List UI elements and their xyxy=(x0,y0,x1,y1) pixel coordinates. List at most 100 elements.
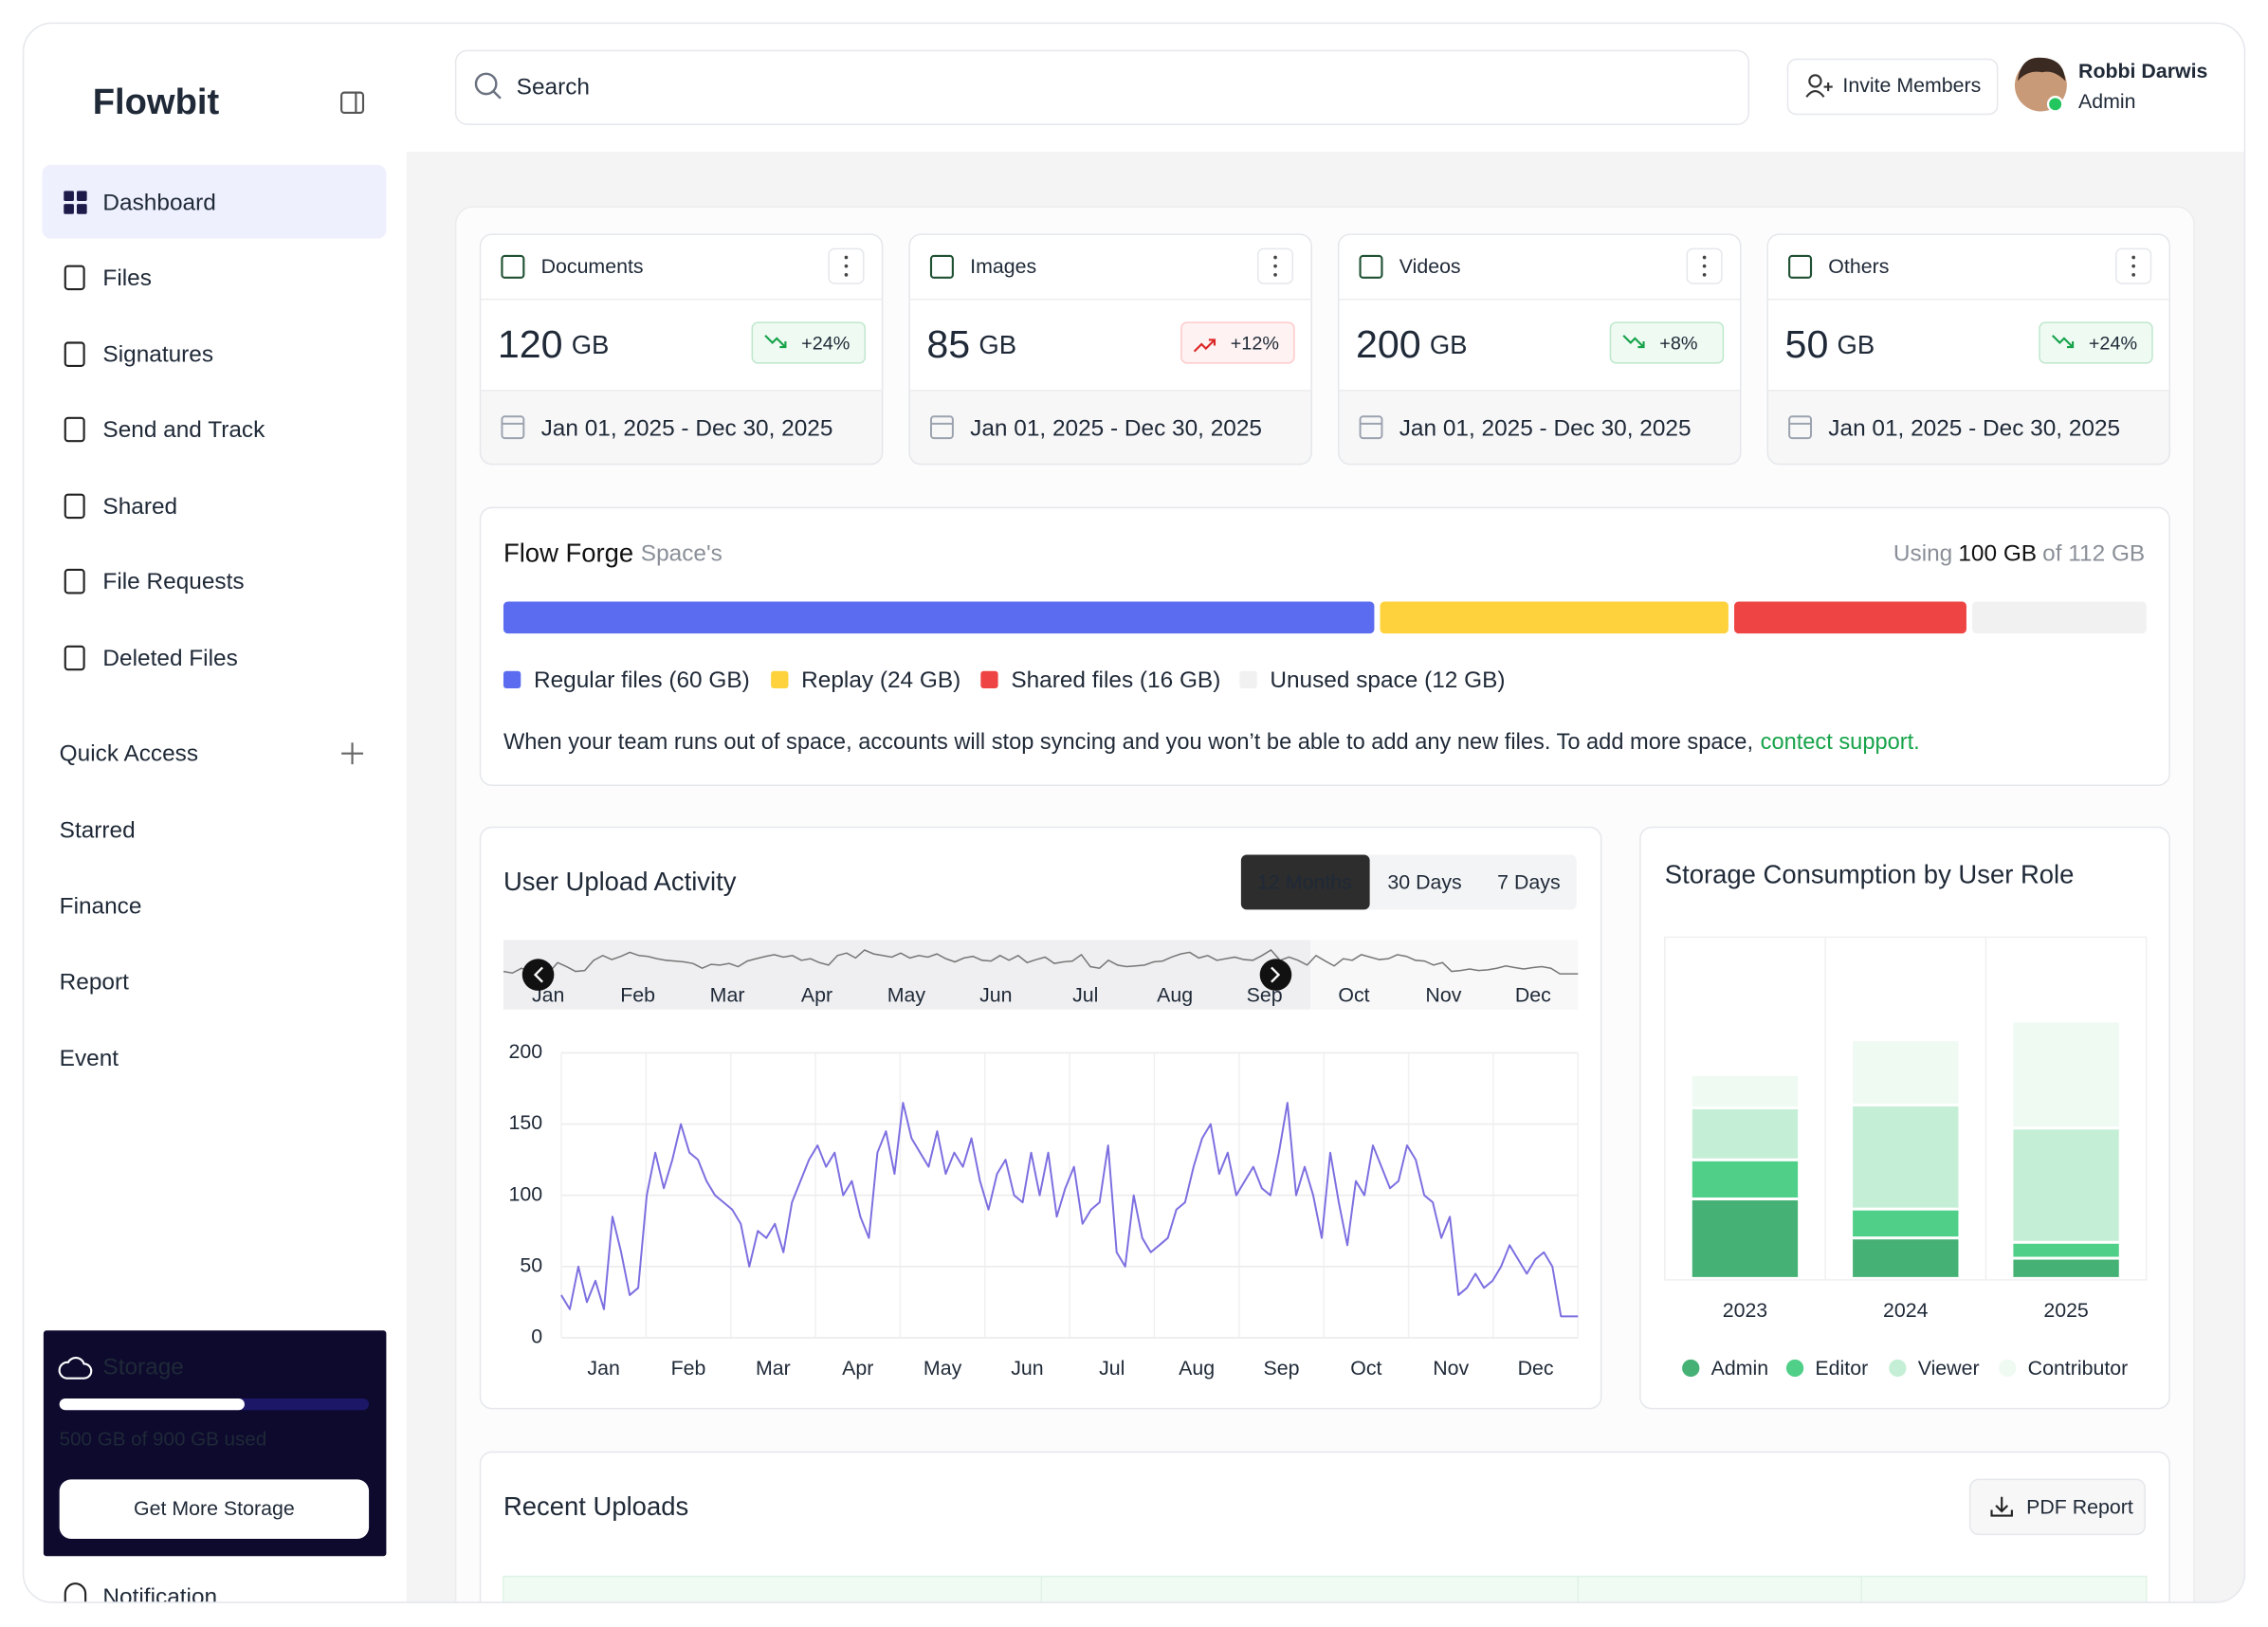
tab[interactable]: 30 Days xyxy=(1387,871,1461,894)
nav-item[interactable]: File Requests xyxy=(64,568,245,594)
x-tick-label: Jul xyxy=(1099,1357,1125,1380)
space-panel: Flow Forge Space's Using 100 GB of 112 GB Reg… xyxy=(479,506,2170,787)
legend-swatch xyxy=(1785,1359,1804,1378)
invite-button[interactable]: Invite Members xyxy=(1786,58,1999,116)
space-segment xyxy=(1972,601,2147,634)
nav-item[interactable]: Shared xyxy=(64,493,177,520)
user-role: Admin xyxy=(2078,90,2136,113)
bar-segment xyxy=(1853,1106,1959,1208)
search-placeholder: Search xyxy=(517,74,590,100)
space-subtitle: Space's xyxy=(641,541,722,567)
overview-month: Dec xyxy=(1515,984,1551,1007)
quick-access-add[interactable] xyxy=(341,742,363,765)
search-box[interactable]: Search xyxy=(454,49,1750,125)
invite-icon xyxy=(1805,82,1833,98)
badge xyxy=(2039,321,2153,364)
nav-item[interactable]: Signatures xyxy=(64,341,213,368)
card-menu-dot xyxy=(1702,264,1707,268)
x-tick-label: Nov xyxy=(1433,1357,1469,1380)
handle-chevron xyxy=(1271,966,1281,983)
calendar-icon xyxy=(1359,415,1383,440)
card-menu[interactable] xyxy=(2115,247,2152,284)
nav-item[interactable]: Files xyxy=(64,265,152,291)
handle-knob xyxy=(521,959,555,991)
badge-arrow xyxy=(1622,335,1645,349)
calendar-icon xyxy=(930,415,954,440)
card-date: Jan 01, 2025 - Dec 30, 2025 xyxy=(1828,415,2120,441)
badge-label: +24% xyxy=(801,333,850,354)
usage-suffix: of 112 GB xyxy=(2042,541,2145,567)
nav-label: Signatures xyxy=(102,342,213,368)
usage-value: 100 GB xyxy=(1958,541,2037,567)
calendar-icon xyxy=(501,415,525,440)
legend-label: Replay (24 GB) xyxy=(801,667,960,693)
nav-icon xyxy=(76,204,87,214)
legend-swatch xyxy=(1239,670,1257,689)
card-icon xyxy=(929,254,954,279)
y-tick-label: 50 xyxy=(520,1253,542,1276)
overview-handle[interactable] xyxy=(1259,959,1292,991)
bar-segment xyxy=(2013,1022,2119,1127)
card-menu[interactable] xyxy=(1686,247,1723,284)
nav-icon xyxy=(64,204,74,214)
legend-label: Unused space (12 GB) xyxy=(1270,667,1505,693)
space-name: Flow Forge xyxy=(503,539,633,568)
quick-access-item[interactable]: Finance xyxy=(60,894,142,920)
y-tick-label: 0 xyxy=(531,1325,542,1348)
bar-segment xyxy=(1692,1200,1799,1277)
tab-active-bg xyxy=(1240,854,1370,910)
quick-access-item[interactable]: Event xyxy=(60,1046,119,1071)
x-tick-label: Dec xyxy=(1518,1357,1554,1380)
card-title: Videos xyxy=(1399,255,1461,278)
quick-access-item[interactable]: Starred xyxy=(60,818,136,844)
stat-card: Documents 120 GB +24% Jan 01, 2025 - Dec 30,… xyxy=(479,233,884,466)
badge-label: +12% xyxy=(1231,333,1279,354)
quick-access-item[interactable]: Report xyxy=(60,970,129,996)
card-title: Images xyxy=(970,255,1036,278)
badge xyxy=(751,321,867,364)
bar-segment xyxy=(1853,1210,1959,1237)
app: Search Invite Members Robbi Darwis Admin Flo… xyxy=(23,23,2245,1610)
note-link[interactable]: contect support. xyxy=(1761,730,1920,755)
card-value-number: 50 xyxy=(1785,322,1829,366)
overview-month: Jul xyxy=(1072,984,1098,1007)
calendar-icon xyxy=(1788,415,1812,440)
header: Search Invite Members Robbi Darwis Admin xyxy=(454,49,2207,125)
card-title: Others xyxy=(1828,255,1889,278)
storage-button[interactable]: Get More Storage xyxy=(59,1479,370,1539)
legend-label: Editor xyxy=(1815,1357,1868,1380)
nav-item[interactable]: Send and Track xyxy=(64,416,265,443)
card-value-number: 120 xyxy=(498,322,563,366)
overview-month: May xyxy=(887,984,926,1007)
overview-handle[interactable] xyxy=(521,959,555,991)
card-menu[interactable] xyxy=(1256,247,1294,284)
notification-label[interactable]: Notification xyxy=(102,1584,217,1610)
card-menu-dot xyxy=(2131,272,2135,277)
nav-item[interactable]: Dashboard xyxy=(42,164,387,239)
card-border xyxy=(1337,233,1742,466)
legend-label: Regular files (60 GB) xyxy=(534,667,750,693)
card-icon xyxy=(1788,254,1813,279)
legend-swatch xyxy=(1682,1359,1700,1378)
pdf-button[interactable]: PDF Report xyxy=(1968,1478,2146,1536)
bar-segment xyxy=(2013,1129,2119,1241)
badge-arrow xyxy=(764,335,787,349)
card-menu-dot xyxy=(844,264,849,268)
card-icon xyxy=(501,254,525,279)
storage-icon xyxy=(58,1356,93,1380)
nav-icon xyxy=(64,416,85,443)
tab[interactable]: 12 Months xyxy=(1257,871,1352,894)
tab[interactable]: 7 Days xyxy=(1497,871,1560,894)
invite-icon xyxy=(1808,74,1822,88)
x-tick-label: 2025 xyxy=(2043,1299,2088,1322)
sidebar-toggle[interactable] xyxy=(340,91,365,115)
nav-item[interactable]: Deleted Files xyxy=(64,645,238,671)
x-tick-label: Apr xyxy=(842,1357,873,1380)
storage-title: Storage xyxy=(102,1354,183,1380)
card-menu[interactable] xyxy=(828,247,865,284)
nav-label: Shared xyxy=(102,494,177,520)
card-value-unit: GB xyxy=(979,330,1016,359)
stat-card: Others 50 GB +24% Jan 01, 2025 - Dec 30, 202… xyxy=(1766,233,2171,466)
search-icon xyxy=(474,72,498,96)
